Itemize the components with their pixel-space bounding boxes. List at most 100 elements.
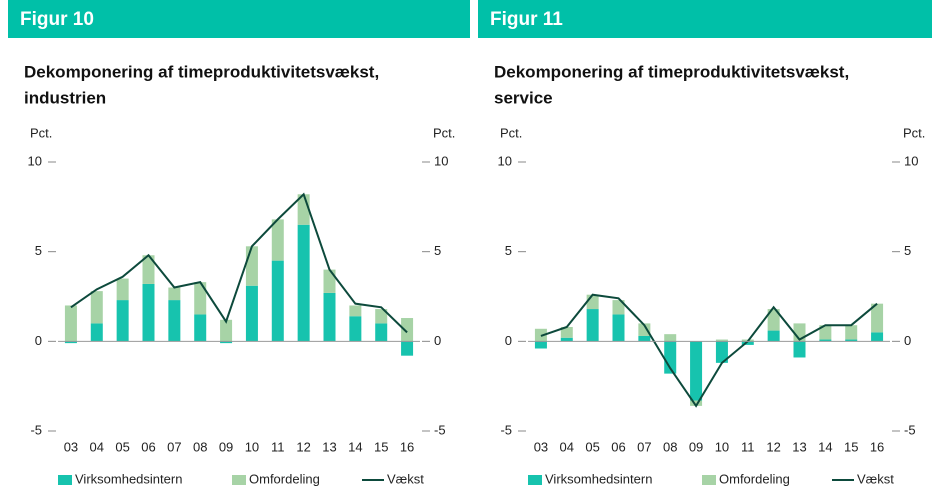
bar: [534, 341, 547, 349]
legend-label: Vækst: [387, 471, 424, 486]
x-tick-label: 07: [167, 439, 181, 454]
bar: [845, 339, 858, 342]
bar: [375, 309, 388, 324]
header-bar: [478, 0, 932, 38]
legend-swatch: [702, 475, 716, 485]
bar: [142, 283, 155, 342]
y-tick-label: 0: [35, 333, 42, 348]
bar: [90, 291, 103, 324]
bar: [64, 305, 77, 342]
bar: [715, 341, 728, 363]
y2-tick-label: 10: [904, 153, 918, 168]
bar: [690, 400, 703, 406]
bar: [586, 309, 599, 342]
x-tick-label: 03: [534, 439, 548, 454]
x-tick-label: 06: [141, 439, 155, 454]
y2-tick-label: 5: [904, 243, 911, 258]
bar: [220, 341, 233, 344]
bar: [220, 319, 233, 342]
x-tick-label: 14: [348, 439, 362, 454]
legend-label: Virksomhedsintern: [545, 471, 652, 486]
x-tick-label: 15: [844, 439, 858, 454]
bar: [767, 309, 780, 331]
bar: [194, 282, 207, 315]
bar: [245, 246, 258, 286]
y2-axis-label: Pct.: [433, 125, 455, 140]
bar: [349, 316, 362, 342]
figure-label: Figur 11: [490, 9, 563, 30]
x-tick-label: 04: [560, 439, 574, 454]
x-tick-label: 10: [245, 439, 259, 454]
y2-tick-label: -5: [904, 422, 916, 437]
legend-label: Virksomhedsintern: [75, 471, 182, 486]
x-tick-label: 16: [400, 439, 414, 454]
bar: [323, 269, 336, 293]
y2-tick-label: 0: [434, 333, 441, 348]
bar: [871, 332, 884, 342]
chart-title: industrien: [24, 88, 106, 107]
bar: [586, 294, 599, 310]
y-tick-label: -5: [30, 422, 42, 437]
figure-label: Figur 10: [20, 9, 94, 30]
bar: [715, 339, 728, 342]
legend-label: Omfordeling: [249, 471, 320, 486]
bar: [349, 305, 362, 317]
y2-tick-label: 0: [904, 333, 911, 348]
bar: [323, 292, 336, 342]
x-tick-label: 06: [611, 439, 625, 454]
bar: [767, 330, 780, 342]
legend-swatch: [58, 475, 72, 485]
x-tick-label: 13: [792, 439, 806, 454]
bar: [168, 300, 181, 342]
header-bar: [8, 0, 470, 38]
x-tick-label: 08: [663, 439, 677, 454]
y-axis-label: Pct.: [30, 125, 52, 140]
bar: [819, 325, 832, 340]
bar: [845, 325, 858, 340]
x-tick-label: 09: [689, 439, 703, 454]
line: [540, 293, 878, 408]
y-tick-label: 5: [505, 243, 512, 258]
chart-title: service: [494, 88, 553, 107]
bar: [612, 314, 625, 342]
bar: [664, 334, 677, 342]
bar: [168, 287, 181, 301]
x-tick-label: 15: [374, 439, 388, 454]
bar: [401, 318, 414, 342]
bar: [90, 323, 103, 342]
y2-tick-label: -5: [434, 422, 446, 437]
x-tick-label: 13: [322, 439, 336, 454]
x-tick-label: 12: [296, 439, 310, 454]
x-tick-label: 07: [637, 439, 651, 454]
bar: [793, 341, 806, 358]
y-axis-label: Pct.: [500, 125, 522, 140]
bar: [819, 339, 832, 342]
line: [70, 192, 408, 334]
x-tick-label: 11: [271, 439, 285, 454]
x-tick-label: 16: [870, 439, 884, 454]
y-tick-label: 0: [505, 333, 512, 348]
chart-title: Dekomponering af timeproduktivitetsvækst…: [494, 62, 849, 81]
bar: [64, 341, 77, 344]
bar: [664, 341, 677, 374]
x-tick-label: 04: [90, 439, 104, 454]
bar: [871, 303, 884, 333]
x-tick-label: 10: [715, 439, 729, 454]
bar: [116, 278, 129, 301]
y-tick-label: 10: [498, 153, 512, 168]
x-tick-label: 11: [741, 439, 755, 454]
y2-tick-label: 10: [434, 153, 448, 168]
bar: [375, 323, 388, 342]
y2-tick-label: 5: [434, 243, 441, 258]
bar: [271, 219, 284, 261]
x-tick-label: 05: [585, 439, 599, 454]
y-tick-label: 5: [35, 243, 42, 258]
x-tick-label: 09: [219, 439, 233, 454]
x-tick-label: 05: [115, 439, 129, 454]
bar: [638, 335, 651, 342]
bar: [142, 255, 155, 284]
bar: [638, 323, 651, 336]
bar: [690, 341, 703, 401]
y2-axis-label: Pct.: [903, 125, 925, 140]
